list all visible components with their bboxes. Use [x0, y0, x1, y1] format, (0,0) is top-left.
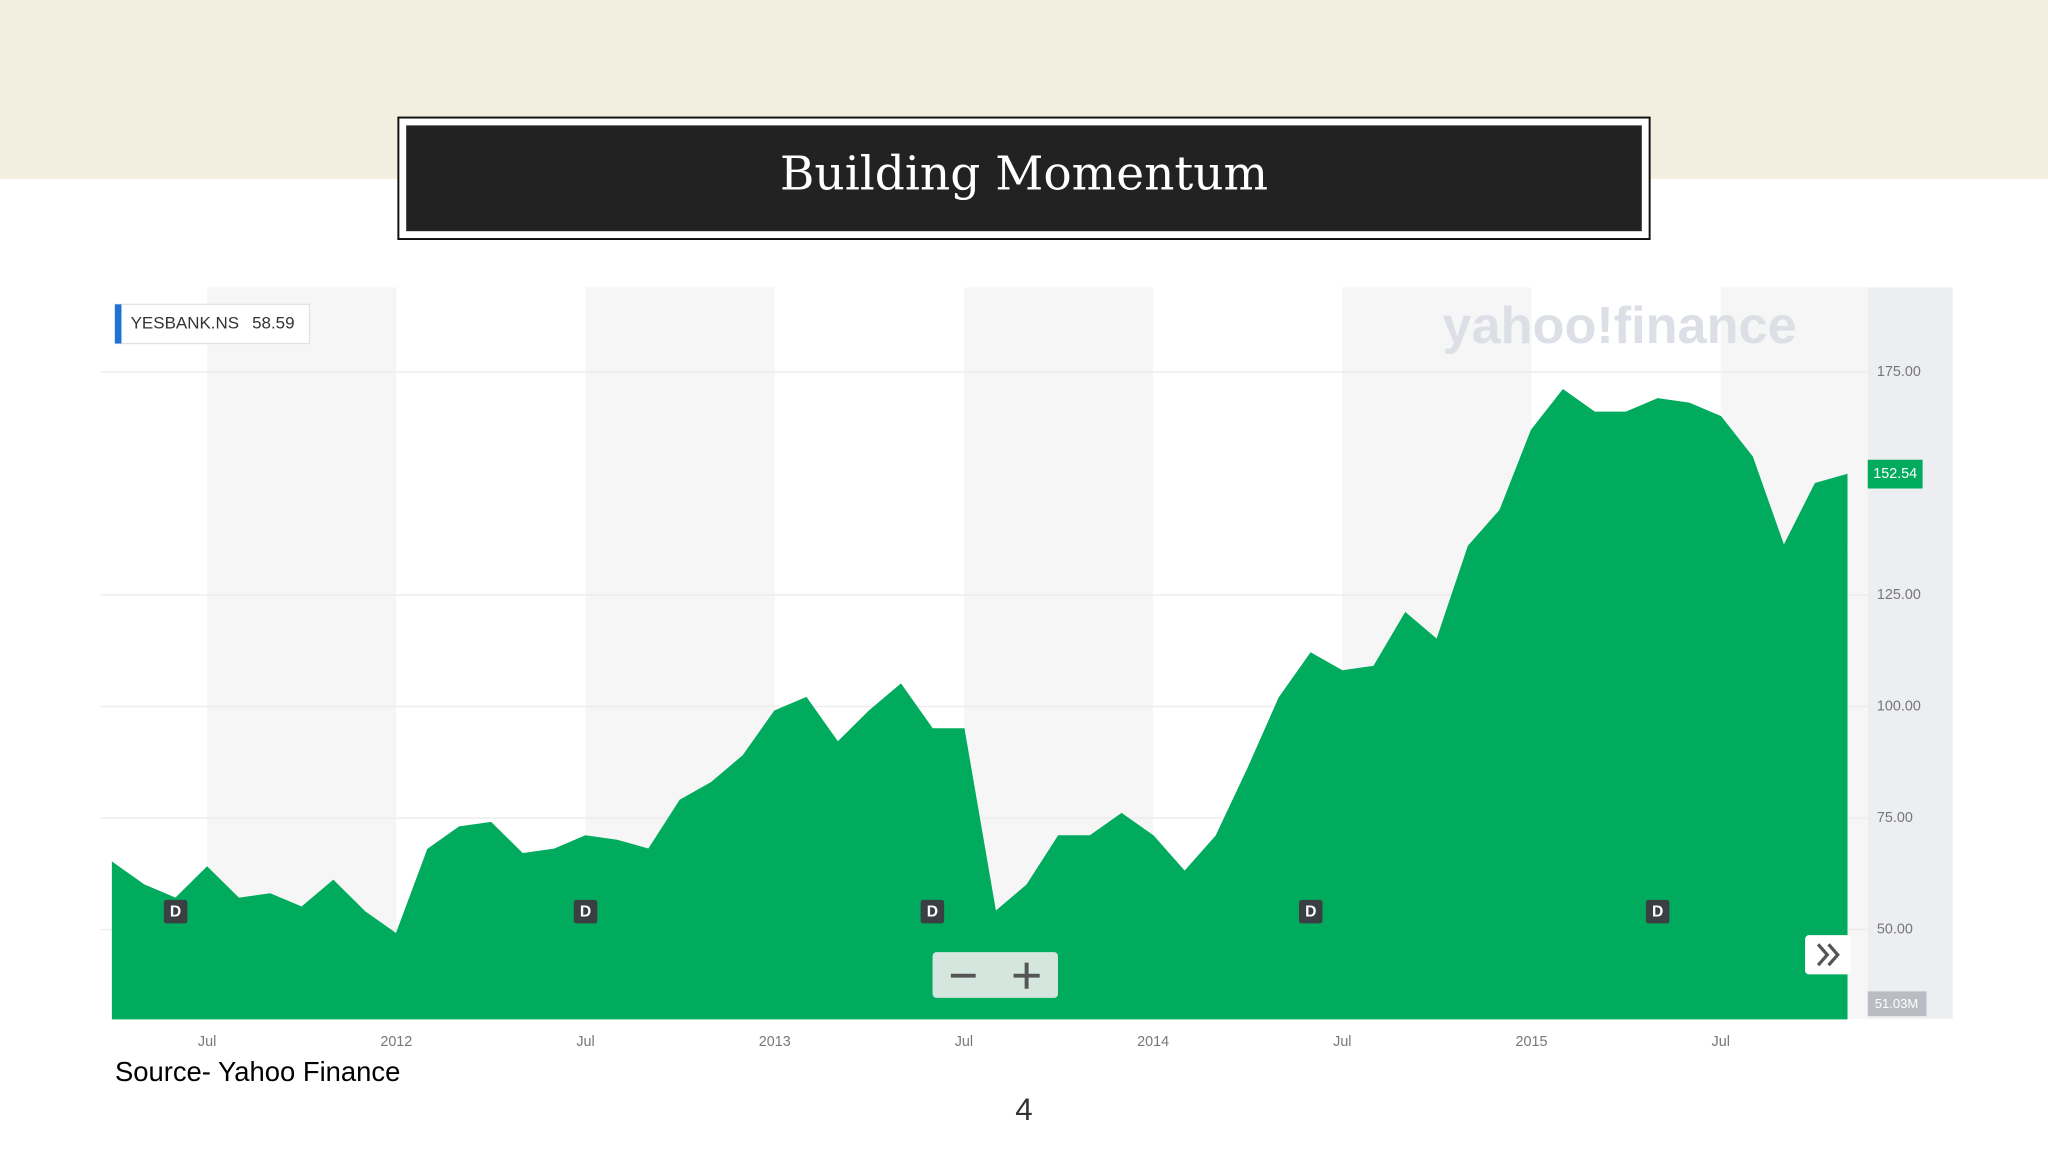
title-box	[406, 125, 1642, 232]
volume-tag	[1867, 991, 1927, 1017]
y-tick-label: 50.00	[1877, 921, 1913, 937]
x-tick-label: Jul	[576, 1034, 594, 1050]
dividend-marker	[1299, 899, 1323, 924]
legend-swatch	[114, 304, 122, 344]
chart: yahoo!finance D D D D D YESBANK.NS 58.59 152…	[100, 287, 1953, 1020]
dividend-marker	[1645, 899, 1670, 924]
x-tick-label: 2013	[759, 1034, 791, 1050]
price-area	[111, 389, 1848, 1020]
x-tick-label: Jul	[1712, 1034, 1730, 1050]
price-tag	[1867, 459, 1923, 489]
dividend-marker	[163, 899, 188, 924]
x-tick-label: Jul	[1333, 1034, 1351, 1050]
dividend-label: D	[170, 903, 181, 920]
watermark: yahoo!finance	[1443, 297, 1797, 355]
dividend-label: D	[927, 903, 938, 920]
dividend-label: D	[580, 903, 591, 920]
source-note: Source- Yahoo Finance	[115, 1056, 400, 1087]
dividend-label: D	[1652, 903, 1663, 920]
price-tag-label: 152.54	[1873, 466, 1917, 482]
x-tick-label: 2014	[1137, 1034, 1169, 1050]
volume-tag-label: 51.03M	[1875, 996, 1919, 1011]
x-tick-label: Jul	[955, 1034, 973, 1050]
y-tick-label: 100.00	[1877, 698, 1921, 714]
dividend-marker	[573, 899, 598, 924]
dividend-marker	[920, 899, 945, 924]
x-tick-label: 2012	[380, 1034, 412, 1050]
y-tick-label: 75.00	[1877, 810, 1913, 826]
page-number: 4	[1015, 1092, 1032, 1127]
y-tick-label: 125.00	[1877, 587, 1921, 603]
slide-title: Building Momentum	[780, 147, 1268, 202]
legend-label: YESBANK.NS	[131, 313, 239, 332]
x-tick-label: Jul	[198, 1034, 216, 1050]
legend-value: 58.59	[252, 313, 294, 332]
y-axis-panel	[1867, 287, 1953, 1019]
expand-icon[interactable]	[1816, 943, 1840, 967]
dividend-label: D	[1305, 903, 1316, 920]
legend-box	[114, 303, 311, 345]
period-band	[207, 287, 397, 1019]
x-tick-label: 2015	[1516, 1034, 1548, 1050]
y-tick-label: 175.00	[1877, 364, 1921, 380]
